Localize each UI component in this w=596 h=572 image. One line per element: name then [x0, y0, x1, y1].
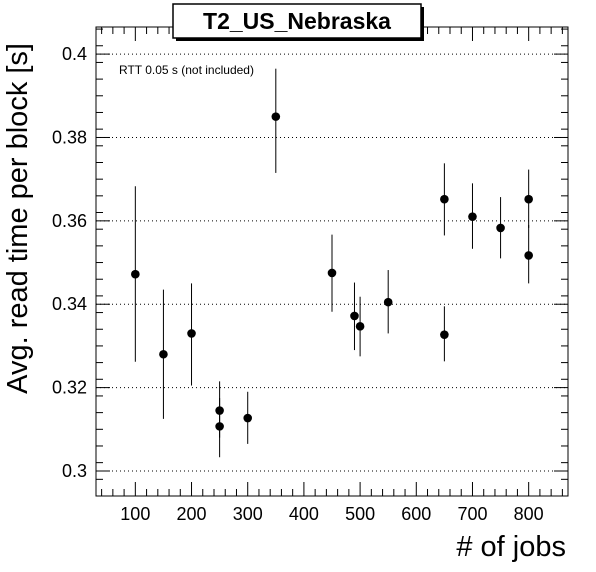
x-tick-label: 500	[345, 504, 375, 524]
x-tick-label: 300	[233, 504, 263, 524]
x-tick-label: 600	[401, 504, 431, 524]
x-tick-label: 800	[514, 504, 544, 524]
data-point	[159, 349, 168, 359]
data-point	[524, 194, 533, 204]
data-points	[131, 68, 533, 458]
x-tick-label: 400	[289, 504, 319, 524]
data-point	[271, 112, 281, 121]
data-point	[496, 223, 505, 233]
data-point	[383, 297, 393, 307]
y-tick-label: 0.3	[62, 461, 87, 481]
y-tick-label: 0.4	[62, 44, 87, 64]
data-point	[440, 194, 449, 204]
y-tick-label: 0.32	[52, 378, 87, 398]
x-tick-label: 700	[457, 504, 487, 524]
data-point	[355, 322, 365, 331]
data-point	[187, 329, 196, 338]
data-point	[243, 413, 253, 423]
title-box	[172, 3, 422, 39]
data-point	[468, 212, 477, 221]
data-point	[215, 422, 224, 431]
annotation: RTT 0.05 s (not included)	[119, 63, 254, 77]
y-tick-label: 0.38	[52, 127, 87, 147]
y-tick-label: 0.36	[52, 211, 87, 231]
y-axis-label: Avg. read time per block [s]	[2, 43, 34, 394]
y-axis-ticks: 0.3 0.32 0.34 0.36 0.38 0.4	[52, 28, 568, 497]
data-point	[440, 330, 449, 339]
data-point	[350, 311, 359, 321]
data-point	[327, 268, 337, 278]
y-tick-label: 0.34	[52, 294, 87, 314]
data-point	[524, 251, 533, 260]
data-point	[131, 269, 140, 279]
x-tick-label: 100	[120, 504, 150, 524]
chart-title: T2_US_Nebraska	[203, 8, 391, 34]
x-axis-label: # of jobs	[456, 531, 566, 563]
x-tick-label: 200	[177, 504, 207, 524]
